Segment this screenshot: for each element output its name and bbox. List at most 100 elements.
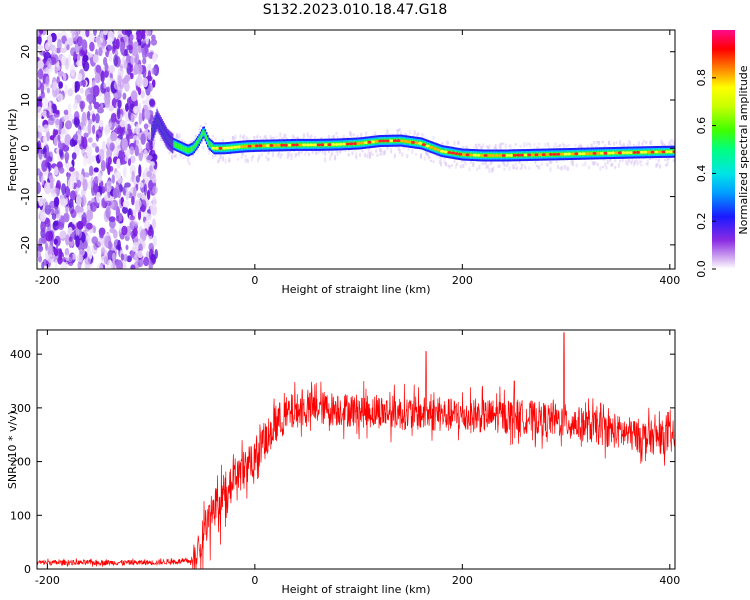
halo-cell — [664, 143, 666, 148]
halo-cell — [466, 145, 469, 150]
noise-speck — [108, 216, 116, 223]
band-cell — [210, 143, 213, 149]
noise-speck — [83, 172, 90, 178]
halo-cell — [453, 159, 456, 163]
halo-cell — [622, 144, 625, 148]
halo-cell — [598, 140, 600, 146]
halo-cell — [331, 135, 334, 139]
noise-speck — [143, 149, 149, 159]
colorbar-tick-label: 0.6 — [695, 117, 708, 135]
noise-speck — [92, 124, 96, 135]
noise-speck — [45, 231, 53, 242]
halo-cell — [253, 136, 256, 140]
halo-cell — [355, 152, 358, 158]
bottom-x-ticks: -200 0 200 400 — [35, 330, 680, 587]
halo-cell — [290, 153, 293, 158]
halo-cell — [593, 161, 595, 166]
noise-speck — [55, 118, 61, 126]
band-cell — [187, 148, 189, 154]
halo-cell — [258, 154, 261, 160]
noise-speck — [147, 229, 153, 237]
colorbar-tick-label: 0.0 — [695, 260, 708, 278]
halo-cell — [603, 158, 605, 161]
halo-cell — [667, 142, 670, 146]
halo-cell — [508, 166, 511, 171]
noise-speck — [103, 256, 108, 264]
ridge-peak — [320, 143, 325, 147]
halo-cell — [273, 136, 276, 140]
halo-cell — [397, 129, 400, 132]
halo-cell — [584, 161, 587, 167]
ridge-peak — [541, 153, 546, 157]
halo-cell — [478, 165, 481, 170]
noise-speck — [117, 239, 121, 251]
noise-speck — [50, 188, 55, 196]
noise-speck — [148, 242, 154, 252]
noise-speck — [54, 129, 59, 136]
noise-speck — [112, 229, 118, 239]
halo-cell — [488, 168, 491, 173]
noise-speck — [116, 158, 121, 170]
noise-speck — [67, 103, 72, 116]
band-cell — [173, 141, 176, 147]
halo-cell — [408, 129, 411, 135]
halo-cell — [515, 166, 518, 170]
colorbar-label: Normalized spectral amplitude — [737, 65, 750, 234]
ridge-peak — [607, 151, 612, 155]
noise-speck — [65, 234, 70, 246]
halo-cell — [657, 158, 660, 163]
noise-speck — [73, 51, 77, 60]
noise-speck — [138, 164, 142, 178]
ridge-peak — [636, 151, 641, 154]
noise-speck — [47, 254, 55, 264]
noise-speck — [91, 79, 96, 88]
noise-speck — [69, 138, 75, 147]
bottom-x-axis-label: Height of straight line (km) — [281, 583, 430, 596]
ridge-peak — [258, 144, 263, 148]
halo-cell — [535, 164, 538, 167]
halo-cell — [444, 162, 447, 165]
band-cell — [192, 146, 194, 151]
noise-speck — [75, 193, 82, 207]
halo-cell — [245, 136, 248, 142]
noise-speck — [65, 197, 69, 205]
halo-cell — [416, 133, 419, 139]
noise-speck — [100, 70, 105, 83]
noise-speck — [92, 225, 96, 231]
halo-cell — [586, 145, 589, 149]
y-tick-label: 20 — [19, 45, 32, 59]
halo-cell — [183, 140, 186, 144]
x-tick-label: 400 — [659, 274, 680, 287]
noise-speck — [148, 179, 154, 191]
halo-cell — [512, 164, 515, 169]
halo-cell — [364, 153, 366, 158]
noise-speck — [143, 108, 150, 120]
ridge-peak — [469, 153, 474, 157]
halo-cell — [631, 157, 634, 162]
noise-speck — [139, 182, 144, 188]
noise-speck — [130, 264, 136, 269]
ridge-peak — [414, 141, 419, 145]
noise-speck — [106, 180, 112, 193]
halo-cell — [593, 141, 595, 145]
noise-speck — [58, 248, 63, 260]
halo-cell — [263, 135, 266, 139]
halo-cell — [670, 139, 673, 142]
halo-cell — [347, 153, 350, 157]
halo-cell — [202, 145, 205, 150]
noise-speck — [113, 54, 119, 67]
y-tick-label: 200 — [10, 456, 31, 469]
noise-speck — [82, 61, 90, 72]
noise-speck — [59, 142, 63, 150]
halo-cell — [560, 165, 563, 171]
noise-speck — [64, 151, 70, 162]
halo-cell — [398, 148, 401, 154]
ridge-peak — [585, 152, 590, 156]
noise-speck — [63, 109, 69, 116]
noise-speck — [142, 57, 147, 65]
ridge-peak — [254, 144, 259, 148]
noise-speck — [40, 175, 45, 186]
noise-speck — [67, 53, 71, 67]
ridge-peak — [512, 153, 517, 157]
halo-cell — [406, 154, 409, 159]
